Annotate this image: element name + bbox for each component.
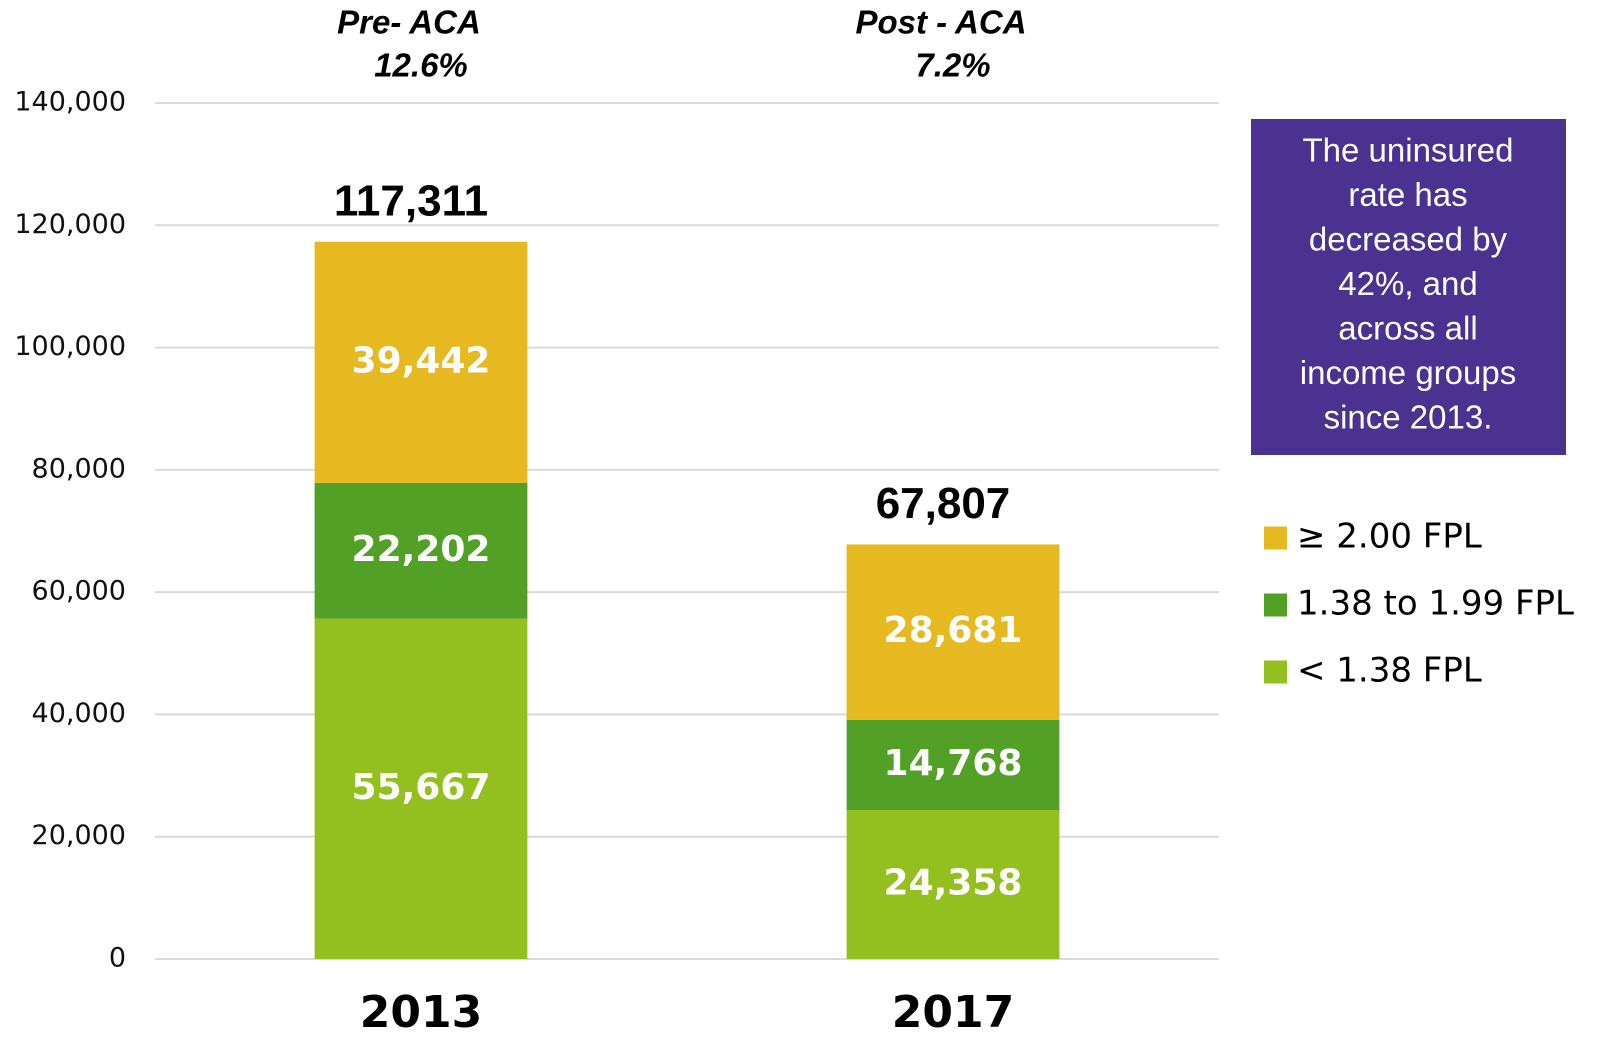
period-label: 7.2% <box>915 47 990 84</box>
period-label: Pre- ACA <box>337 4 481 41</box>
annotation-line: since 2013. <box>1324 399 1493 436</box>
value-label: 22,202 <box>352 529 491 570</box>
y-tick-label: 0 <box>109 943 126 974</box>
bar-segment <box>846 810 1060 959</box>
annotation-line: The uninsured <box>1303 132 1514 169</box>
period-label: Post - ACA <box>855 4 1026 41</box>
annotation-line: rate has <box>1348 176 1467 213</box>
y-tick-label: 60,000 <box>32 576 126 607</box>
value-label: 39,442 <box>352 340 491 381</box>
y-tick-label: 140,000 <box>14 87 126 118</box>
value-label: 14,768 <box>884 743 1023 784</box>
legend-label: ≥ 2.00 FPL <box>1297 517 1482 557</box>
annotation-line: income groups <box>1300 354 1516 391</box>
y-tick-label: 40,000 <box>32 698 126 729</box>
legend-swatch <box>1264 593 1287 617</box>
legend-label: 1.38 to 1.99 FPL <box>1297 584 1574 624</box>
annotation-box <box>1251 119 1566 455</box>
annotation-line: decreased by <box>1309 221 1508 258</box>
category-label: 2017 <box>892 987 1014 1037</box>
total-label: 67,807 <box>876 479 1011 528</box>
period-label: 12.6% <box>374 47 468 84</box>
bar-segment <box>314 241 528 483</box>
bar-segment <box>846 544 1060 720</box>
y-tick-label: 80,000 <box>32 453 126 484</box>
total-label: 117,311 <box>334 176 488 225</box>
bar-segment <box>846 719 1060 811</box>
value-label: 24,358 <box>884 863 1023 904</box>
annotation-line: across all <box>1338 310 1477 347</box>
bar-segment <box>314 618 528 959</box>
value-label: 55,667 <box>352 767 491 808</box>
y-tick-label: 100,000 <box>14 331 126 362</box>
value-label: 28,681 <box>884 610 1023 651</box>
y-tick-label: 120,000 <box>14 209 126 240</box>
annotation-line: 42%, and <box>1338 265 1477 302</box>
legend-label: < 1.38 FPL <box>1297 651 1482 691</box>
legend-swatch <box>1264 526 1287 550</box>
legend-swatch <box>1264 660 1287 684</box>
bar-segment <box>314 482 528 619</box>
y-tick-label: 20,000 <box>32 820 126 851</box>
category-label: 2013 <box>360 987 482 1037</box>
